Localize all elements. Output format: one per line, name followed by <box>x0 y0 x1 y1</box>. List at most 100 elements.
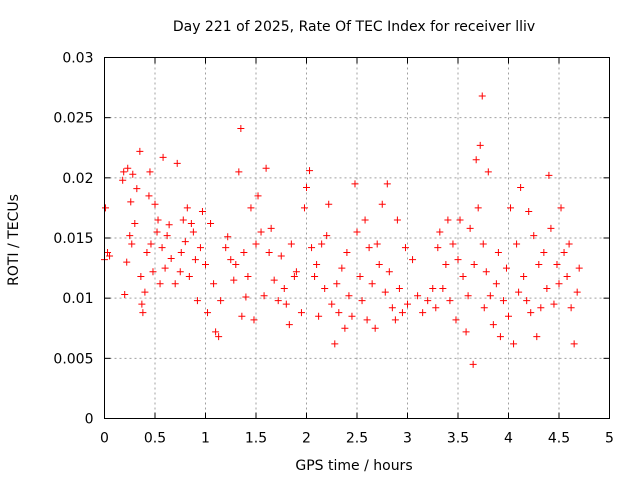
data-point <box>474 204 482 212</box>
data-point <box>252 240 260 248</box>
data-point <box>161 264 169 272</box>
data-point <box>207 220 215 228</box>
data-point <box>356 273 364 281</box>
x-tick-label: 0 <box>100 431 109 447</box>
data-point <box>145 192 153 200</box>
data-point <box>167 254 175 262</box>
x-tick-label: 4 <box>504 431 513 447</box>
data-point <box>502 264 510 272</box>
data-point <box>104 248 112 256</box>
data-point <box>139 309 147 317</box>
data-point <box>565 240 573 248</box>
data-point <box>227 256 235 264</box>
data-point <box>378 200 386 208</box>
y-tick-labels: 0 0.005 0.01 0.015 0.02 0.025 0.03 <box>53 51 93 428</box>
data-point <box>222 244 230 252</box>
data-point <box>287 240 295 248</box>
data-point <box>573 288 581 296</box>
x-tick-label: 0.5 <box>144 431 166 447</box>
y-tick-label: 0.02 <box>62 171 93 187</box>
x-tick-label: 2 <box>302 431 311 447</box>
data-point <box>153 228 161 236</box>
y-tick-label: 0.01 <box>62 291 93 307</box>
data-point <box>303 183 310 191</box>
data-point <box>393 216 401 224</box>
data-point <box>446 297 454 305</box>
data-point <box>452 316 460 324</box>
data-point <box>341 324 349 332</box>
data-point <box>183 204 191 212</box>
data-point <box>470 260 478 268</box>
data-point <box>163 232 171 240</box>
data-point <box>553 260 561 268</box>
data-point <box>204 309 212 317</box>
data-point <box>158 244 166 252</box>
data-point <box>313 260 321 268</box>
data-point <box>120 168 128 176</box>
data-point <box>391 316 399 324</box>
data-point <box>469 360 477 368</box>
data-point <box>348 312 356 320</box>
data-point <box>479 240 487 248</box>
data-point <box>210 280 218 288</box>
data-point <box>156 280 164 288</box>
data-point <box>537 304 545 312</box>
data-point <box>254 192 262 200</box>
data-point <box>444 216 452 224</box>
x-tick-label: 1 <box>201 431 210 447</box>
data-point <box>212 328 220 336</box>
data-point <box>361 216 369 224</box>
data-point <box>177 248 185 256</box>
data-point <box>193 297 201 305</box>
data-point <box>215 333 223 341</box>
data-point <box>466 224 474 232</box>
data-point <box>333 280 341 288</box>
data-point <box>351 180 359 188</box>
data-point <box>449 240 457 248</box>
data-point <box>419 309 427 317</box>
data-point <box>270 276 278 284</box>
data-point <box>315 312 323 320</box>
data-point <box>198 208 206 216</box>
x-tick-labels: 0 0.5 1 1.5 2 2.5 3 3.5 4 4.5 5 <box>100 431 614 447</box>
data-point <box>496 333 504 341</box>
data-point <box>535 260 543 268</box>
data-point <box>570 340 578 348</box>
data-point <box>436 228 444 236</box>
x-tick-label: 5 <box>605 431 614 447</box>
data-point <box>527 309 535 317</box>
data-point <box>149 268 157 276</box>
data-point <box>247 204 255 212</box>
data-point <box>510 340 518 348</box>
data-point <box>311 273 319 281</box>
data-point <box>171 280 179 288</box>
data-point <box>365 244 373 252</box>
data-point <box>282 300 290 308</box>
data-point <box>388 304 396 312</box>
data-point <box>143 248 151 256</box>
data-point <box>456 216 464 224</box>
data-point <box>398 309 406 317</box>
x-tick-label: 3.5 <box>447 431 469 447</box>
data-point <box>442 260 450 268</box>
data-point <box>533 333 541 341</box>
data-point <box>297 309 305 317</box>
data-point <box>478 92 486 100</box>
data-point <box>274 297 282 305</box>
data-point <box>464 292 472 300</box>
data-point <box>306 167 314 175</box>
data-point <box>151 200 159 208</box>
data-point <box>492 280 500 288</box>
data-point <box>277 252 285 260</box>
data-point <box>260 292 268 300</box>
data-point <box>499 297 507 305</box>
data-point <box>128 240 136 248</box>
data-point <box>563 273 571 281</box>
data-point <box>202 260 209 268</box>
data-point <box>127 198 135 206</box>
data-point <box>363 316 371 324</box>
data-point <box>308 244 316 252</box>
data-point <box>517 183 525 191</box>
data-point <box>318 240 326 248</box>
